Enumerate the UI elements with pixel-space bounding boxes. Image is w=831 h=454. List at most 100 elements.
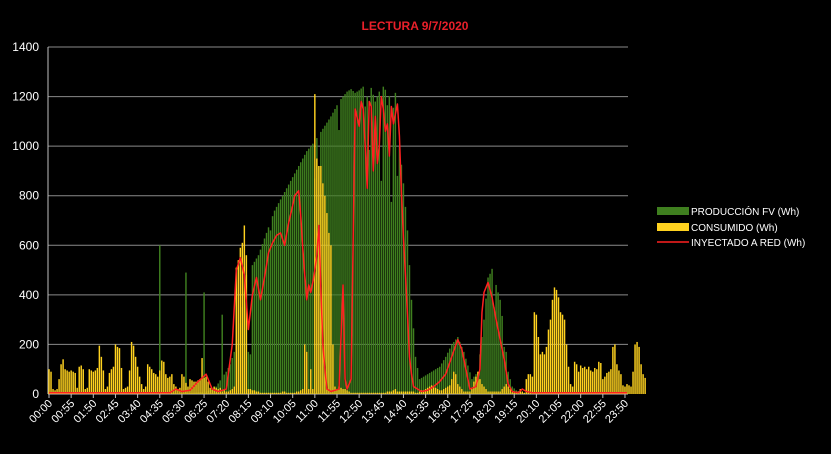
produccion-bar — [396, 175, 399, 394]
consumido-bar — [497, 391, 499, 394]
produccion-bar — [281, 195, 284, 394]
consumido-bar — [221, 391, 223, 394]
consumido-bar — [453, 371, 455, 394]
produccion-bar — [247, 351, 250, 394]
inyectado-line — [49, 95, 627, 394]
consumido-bar — [614, 344, 616, 394]
consumido-bar — [555, 289, 558, 394]
consumido-bar — [565, 344, 568, 394]
consumido-bar — [340, 387, 342, 394]
y-axis: 0 200 400 600 800 1000 1200 1400 — [12, 40, 49, 401]
produccion-bar — [436, 367, 439, 394]
consumido-bar — [227, 391, 229, 394]
consumido-bar — [189, 379, 191, 394]
consumido-bar — [159, 370, 161, 394]
produccion-bar — [402, 183, 405, 394]
consumido-bar — [594, 367, 596, 394]
consumido-bar — [585, 369, 588, 394]
consumido-bar — [559, 312, 562, 394]
consumido-bar — [428, 386, 431, 394]
produccion-bar — [354, 92, 356, 394]
consumido-bar — [638, 346, 640, 394]
consumido-bar — [295, 391, 298, 394]
consumido-bar — [126, 386, 129, 394]
consumido-bar — [624, 386, 626, 394]
consumido-bar — [604, 376, 606, 394]
consumido-bar — [241, 242, 244, 394]
produccion-bar — [257, 255, 260, 394]
consumido-bar — [541, 351, 544, 394]
consumido-bar — [346, 390, 348, 394]
consumido-bar — [557, 297, 560, 394]
consumido-bar — [304, 344, 306, 394]
consumido-bar — [199, 379, 201, 394]
produccion-bar — [269, 230, 272, 394]
produccion-bar — [416, 367, 419, 394]
produccion-bar — [370, 87, 372, 395]
y-tick-label: 400 — [19, 288, 39, 302]
consumido-bar — [406, 391, 409, 394]
consumido-bar — [527, 374, 530, 394]
produccion-bar — [233, 351, 236, 394]
consumido-bar — [253, 390, 256, 394]
produccion-bar — [380, 180, 383, 394]
produccion-bar — [432, 370, 435, 394]
consumido-bar — [114, 344, 117, 394]
consumido-bar — [98, 345, 101, 394]
consumido-bar — [330, 245, 332, 394]
consumido-bar — [255, 391, 258, 394]
produccion-bar — [285, 188, 288, 394]
produccion-bar — [428, 372, 431, 394]
produccion-bar — [461, 346, 463, 394]
consumido-bar — [80, 365, 82, 394]
y-tick-label: 200 — [19, 337, 39, 351]
consumido-bar — [350, 392, 352, 394]
consumido-bar — [201, 358, 203, 394]
consumido-bar — [471, 389, 473, 394]
consumido-bar — [293, 392, 296, 394]
consumido-bar — [275, 392, 278, 394]
legend-label-inyectado: INYECTADO A RED (Wh) — [691, 238, 805, 249]
consumido-bar — [547, 329, 550, 394]
consumido-bar — [620, 374, 622, 394]
produccion-bar — [223, 374, 225, 394]
consumido-bar — [112, 366, 115, 394]
consumido-bar — [374, 392, 376, 394]
produccion-bar — [376, 96, 378, 395]
consumido-bar — [76, 387, 78, 394]
consumido-bar — [581, 367, 584, 394]
consumido-bar — [384, 392, 387, 394]
consumido-bar — [549, 319, 552, 394]
produccion-bar — [364, 106, 366, 394]
consumido-bar — [525, 379, 528, 394]
produccion-bar — [306, 151, 308, 394]
produccion-bar — [287, 184, 290, 394]
produccion-bar — [310, 146, 312, 394]
consumido-bar — [277, 392, 280, 394]
consumido-bar — [396, 391, 399, 394]
consumido-bar — [261, 392, 264, 394]
consumido-bar — [571, 386, 574, 394]
produccion-bar — [366, 96, 368, 395]
y-tick-label: 1000 — [12, 139, 39, 153]
y-tick-label: 0 — [32, 387, 39, 401]
consumido-bar — [66, 370, 68, 394]
consumido-bar — [360, 392, 362, 394]
consumido-bar — [418, 391, 421, 394]
consumido-bar — [432, 386, 435, 394]
consumido-bar — [118, 348, 121, 394]
consumido-bar — [368, 392, 370, 394]
consumido-bar — [376, 392, 378, 394]
produccion-bar — [217, 383, 219, 394]
produccion-bar — [451, 344, 453, 394]
consumido-bar — [362, 392, 364, 394]
consumido-bar — [533, 312, 536, 394]
consumido-bar — [271, 392, 274, 394]
produccion-bar — [340, 99, 342, 395]
consumido-bar — [249, 389, 252, 394]
consumido-bar — [291, 392, 294, 394]
consumido-bar — [163, 361, 165, 394]
consumido-bar — [461, 389, 463, 394]
produccion-bar — [455, 339, 457, 394]
consumido-bar — [50, 371, 52, 394]
